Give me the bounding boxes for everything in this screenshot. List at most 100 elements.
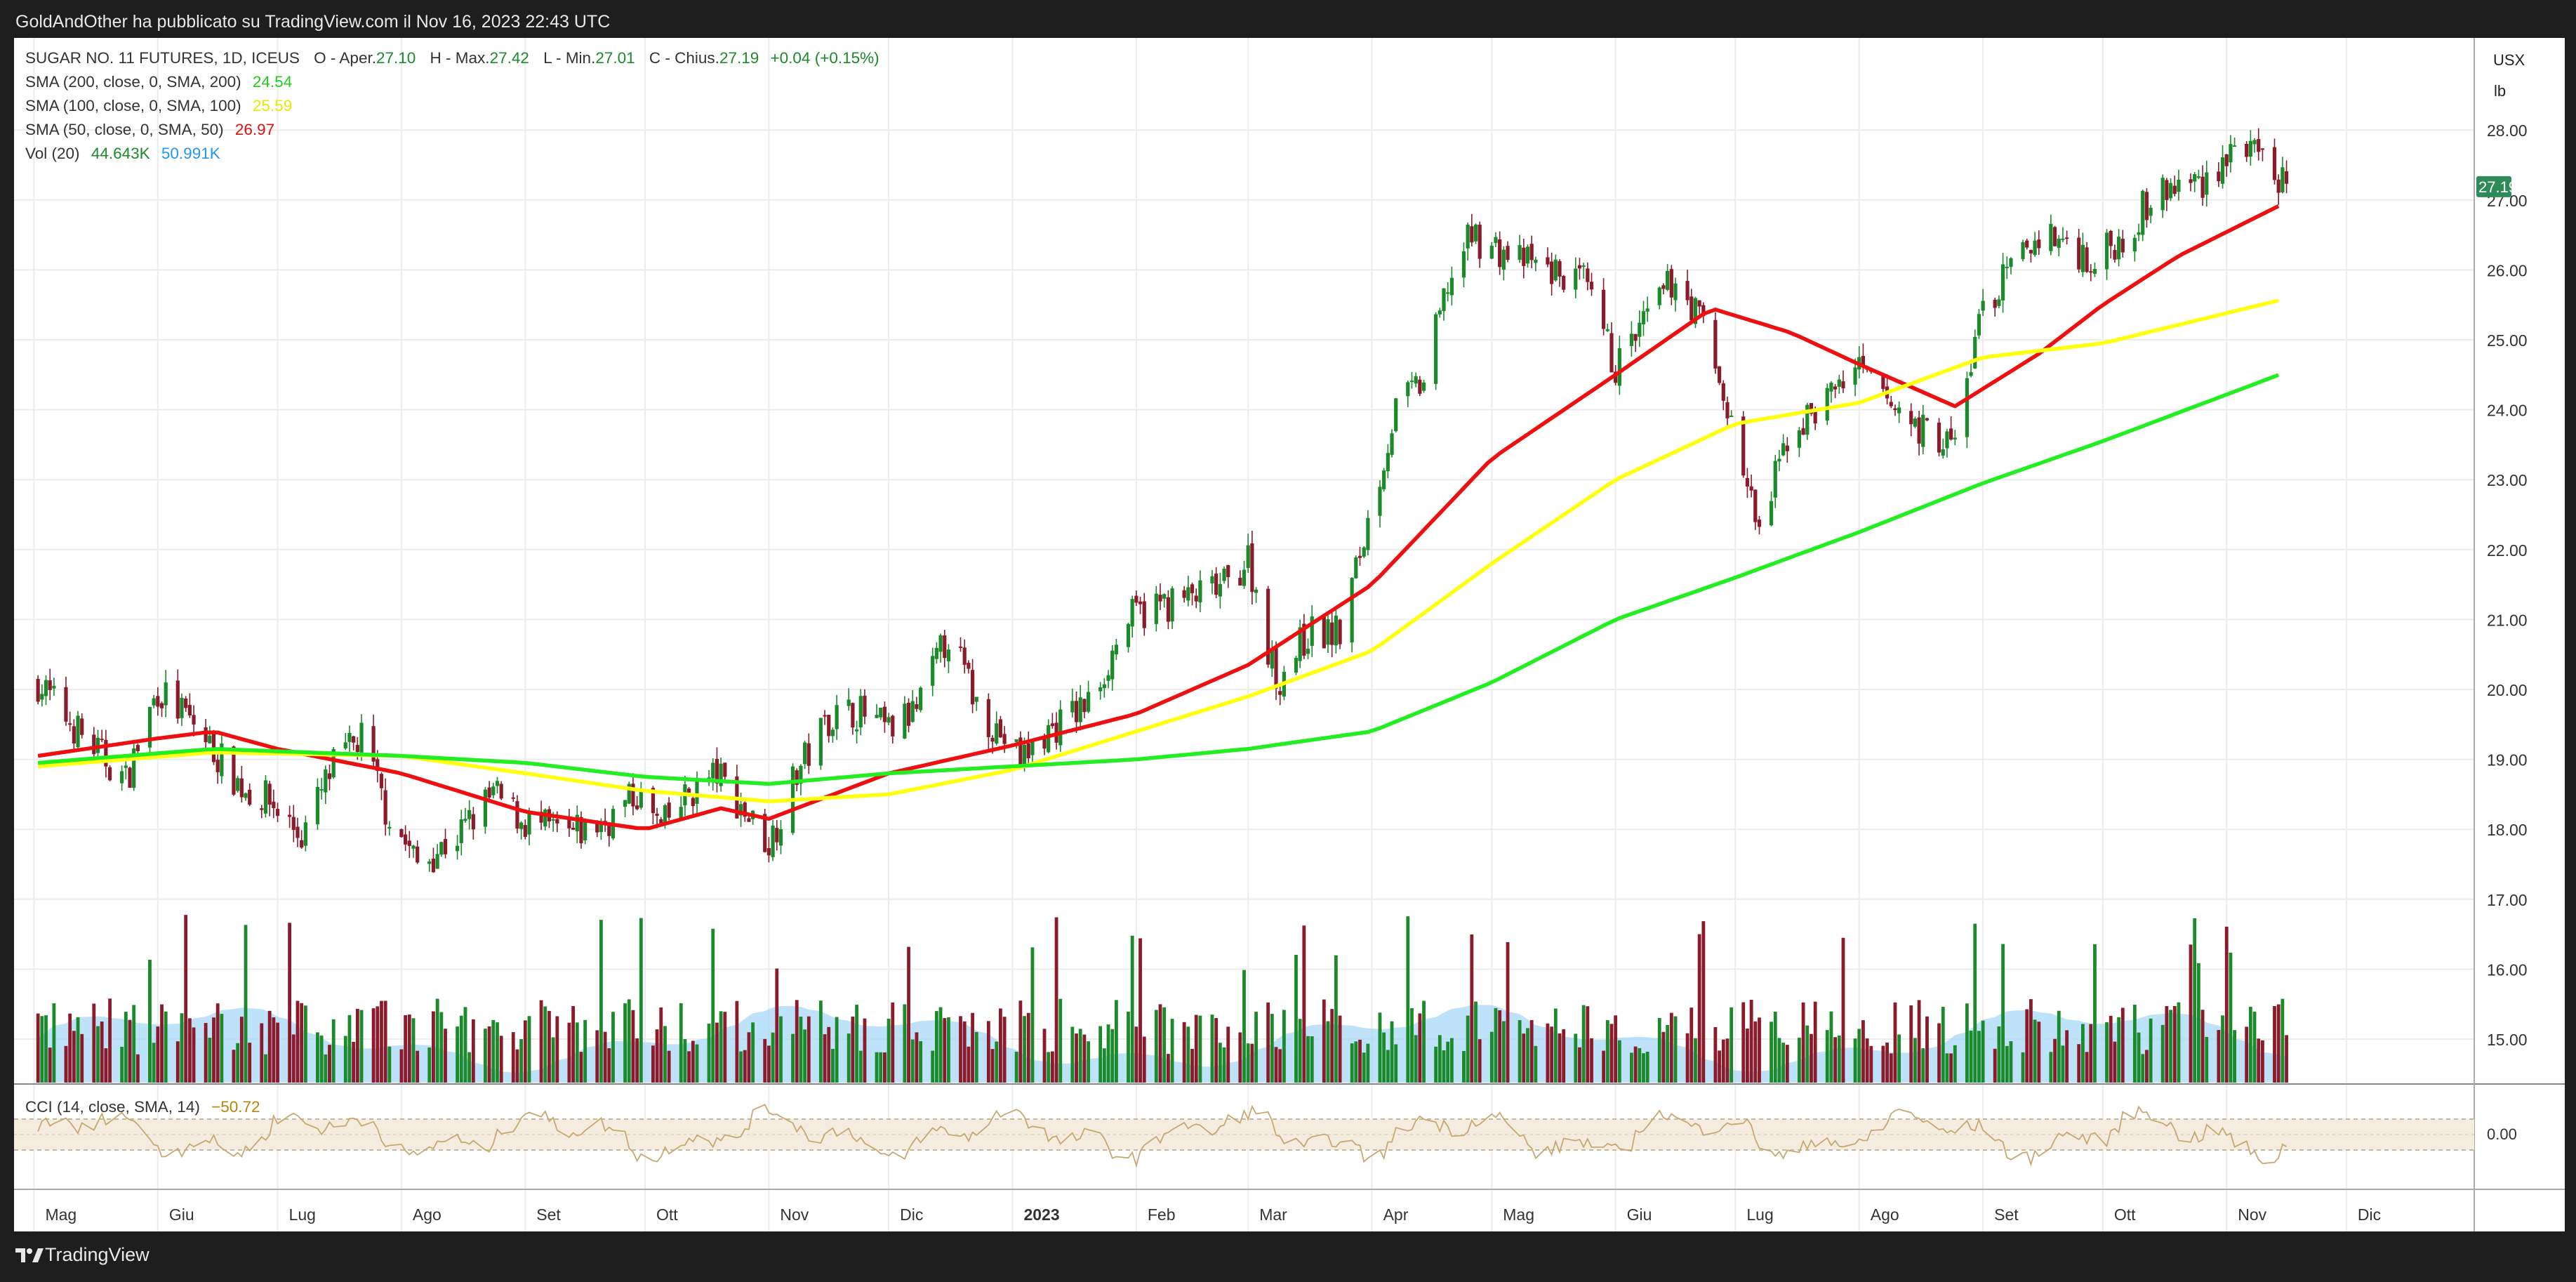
candle-body	[1110, 650, 1115, 680]
volume-bar	[2061, 1045, 2065, 1083]
volume-bar	[319, 1035, 324, 1083]
candle-body	[1529, 244, 1534, 260]
candle-body	[1781, 443, 1786, 456]
candle-body	[2057, 239, 2061, 249]
volume-bar	[747, 1032, 751, 1083]
candle-body	[1629, 333, 1634, 346]
volume-bar	[40, 1016, 44, 1083]
volume-bar	[1330, 1009, 1334, 1083]
volume-bar	[324, 1054, 328, 1083]
tradingview-logo-icon[interactable]	[14, 1244, 45, 1265]
volume-bar	[1605, 1020, 1609, 1083]
volume-bar	[1522, 1033, 1526, 1083]
candle-body	[1550, 261, 1554, 284]
volume-bar	[1394, 1044, 1398, 1083]
candle-body	[124, 765, 128, 768]
volume-bar	[1746, 1029, 1749, 1083]
volume-bar	[1218, 1043, 1222, 1083]
candle-body	[1889, 402, 1893, 407]
candle-body	[1278, 691, 1282, 695]
candle-body	[1190, 584, 1195, 593]
time-tick-label: Lug	[1746, 1205, 1773, 1224]
volume-bar	[491, 1019, 496, 1083]
candle-body	[272, 801, 276, 809]
volume-bar	[1489, 1031, 1494, 1083]
volume-bar	[427, 1047, 432, 1083]
volume-bar	[1729, 1007, 1734, 1083]
volume-bar	[1697, 934, 1701, 1083]
volume-bar	[943, 1018, 947, 1083]
volume-bar	[855, 1005, 858, 1083]
candle-body	[2252, 140, 2257, 145]
volume-bar	[831, 1048, 835, 1083]
volume-bar	[2196, 963, 2200, 1083]
volume-bar	[903, 1004, 907, 1083]
volume-bar	[232, 1050, 236, 1083]
volume-bar	[1773, 1012, 1777, 1083]
candle-body	[1166, 597, 1170, 622]
candle-body	[459, 819, 463, 843]
volume-bar	[1382, 1032, 1386, 1083]
legend-volume[interactable]: Vol (20) 44.643K 50.991K	[25, 145, 220, 163]
volume-bar	[132, 1005, 136, 1083]
candle-body	[1446, 292, 1450, 294]
volume-bar	[267, 1010, 272, 1083]
candle-body	[1114, 645, 1119, 655]
volume-bar	[1127, 1011, 1130, 1083]
volume-bar	[355, 1008, 359, 1083]
volume-bar	[1406, 916, 1410, 1083]
volume-bar	[851, 1016, 855, 1083]
candle-body	[1941, 449, 1945, 456]
tradingview-brand[interactable]: TradingView	[45, 1244, 150, 1265]
candle-body	[1409, 381, 1414, 383]
candle-body	[303, 822, 307, 846]
legend-sma200[interactable]: SMA (200, close, 0, SMA, 200) 24.54	[25, 73, 292, 91]
volume-bar	[467, 1052, 472, 1083]
chart-area[interactable]: 28.0027.0026.0025.0024.0023.0022.0021.00…	[0, 38, 2576, 1233]
candle-body	[1981, 300, 1985, 311]
volume-bar	[1718, 1050, 1722, 1083]
candle-body	[1937, 422, 1941, 453]
publish-header: GoldAndOther ha pubblicato su TradingVie…	[0, 0, 2576, 38]
legend-symbol: SUGAR NO. 11 FUTURES, 1D, ICEUS	[25, 49, 300, 67]
volume-bar	[1278, 1049, 1282, 1083]
volume-bar	[1953, 1045, 1957, 1083]
candle-body	[76, 715, 80, 748]
volume-bar	[44, 1015, 48, 1083]
legend-sma100[interactable]: SMA (100, close, 0, SMA, 100) 25.59	[25, 97, 292, 115]
candle-body	[1473, 224, 1478, 242]
candle-body	[567, 819, 571, 828]
volume-bar	[1366, 1043, 1370, 1083]
volume-bar	[1586, 1006, 1590, 1083]
legend-sma50[interactable]: SMA (50, close, 0, SMA, 50) 26.97	[25, 121, 274, 139]
candle-body	[455, 845, 460, 852]
volume-bar	[1829, 1011, 1833, 1083]
candle-body	[411, 845, 416, 849]
candle-body	[1773, 461, 1777, 498]
volume-bar	[907, 946, 910, 1083]
volume-bar	[380, 1000, 383, 1083]
candle-body	[483, 789, 488, 827]
candle-body	[1382, 470, 1386, 489]
time-tick-label: Mag	[45, 1205, 77, 1224]
volume-bar	[1110, 1029, 1115, 1083]
volume-bar	[1194, 1015, 1198, 1083]
volume-bar	[1965, 1003, 1969, 1083]
time-tick-label: Lug	[289, 1205, 316, 1224]
volume-bar	[2141, 1054, 2145, 1083]
candle-body	[1414, 376, 1418, 384]
volume-bar	[236, 1043, 240, 1083]
legend-cci[interactable]: CCI (14, close, SMA, 14) −50.72	[25, 1098, 260, 1116]
price-tick-label: 25.00	[2487, 331, 2528, 350]
candle-body	[184, 698, 188, 708]
volume-bar	[659, 1007, 663, 1083]
volume-bar	[1294, 954, 1298, 1083]
candle-body	[215, 760, 220, 772]
candle-body	[1881, 375, 1885, 390]
candle-body	[355, 745, 359, 753]
volume-bar	[1334, 955, 1338, 1083]
candle-body	[159, 703, 164, 708]
volume-bar	[739, 1051, 743, 1083]
volume-bar	[1602, 1050, 1605, 1083]
volume-bar	[771, 1032, 775, 1083]
